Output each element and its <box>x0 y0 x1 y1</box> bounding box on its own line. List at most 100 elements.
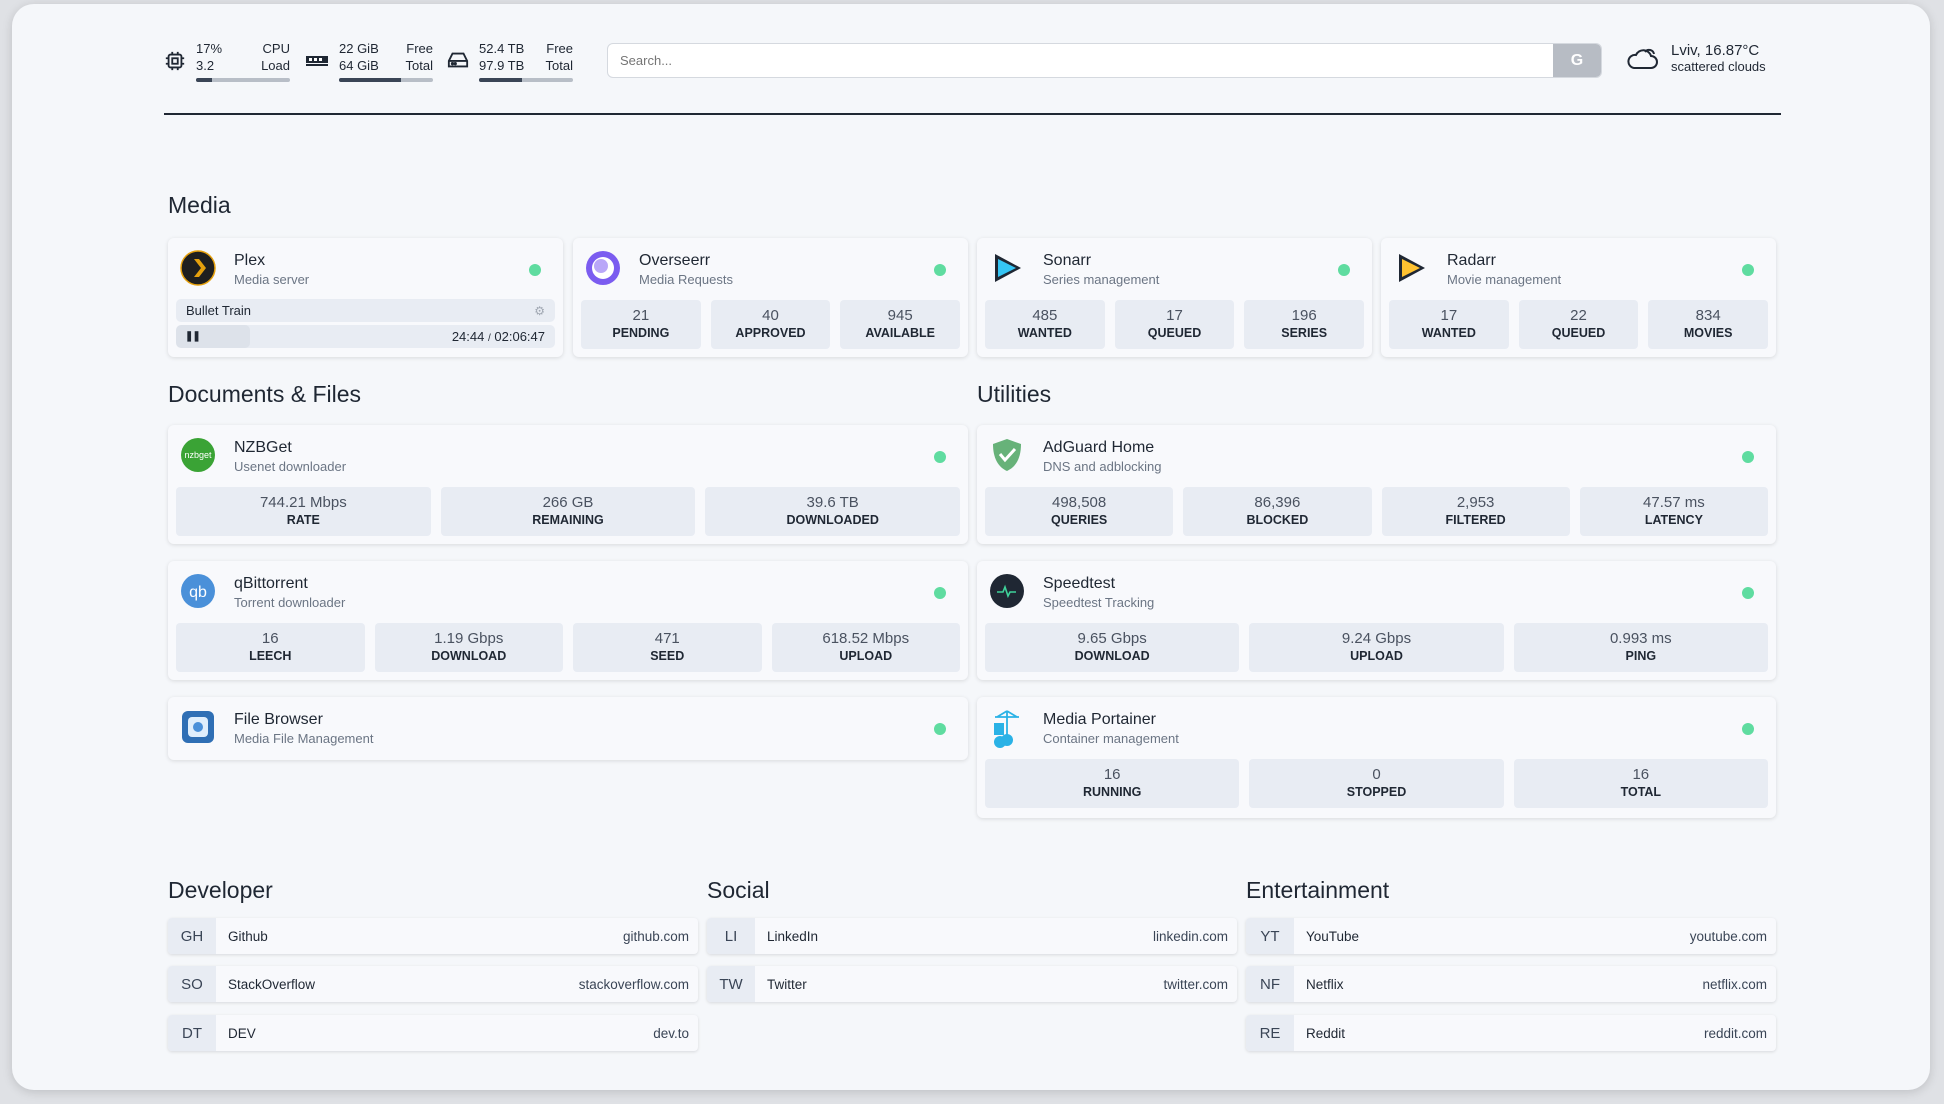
disk-bar <box>479 78 573 82</box>
stat-block: 16 RUNNING <box>985 759 1240 808</box>
now-playing-title: Bullet Train <box>186 303 252 318</box>
search-button[interactable]: G <box>1553 44 1601 77</box>
bookmark-dev[interactable]: DT DEV dev.to <box>168 1015 698 1051</box>
svg-text:nzbget: nzbget <box>184 450 212 460</box>
free-label: Free <box>546 41 573 56</box>
bookmark-name: StackOverflow <box>228 976 316 992</box>
dashboard-frame <box>12 4 1930 1090</box>
radarr-card[interactable]: Radarr Movie management 17 WANTED 22 QUEUED… <box>1381 238 1776 357</box>
playback-position: 24:44 <box>451 329 485 344</box>
nzbget-card[interactable]: nzbget NZBGet Usenet downloader 744.21 M… <box>168 425 968 544</box>
stat-value: 0.993 ms <box>1609 630 1672 647</box>
bookmark-reddit[interactable]: RE Reddit reddit.com <box>1246 1015 1776 1051</box>
bookmark-url: twitter.com <box>1163 976 1228 992</box>
cpu-icon <box>165 51 185 71</box>
bookmark-url: netflix.com <box>1702 976 1767 992</box>
sonarr-card[interactable]: Sonarr Series management 485 WANTED 17 QUEU… <box>977 238 1372 357</box>
search-box: G <box>607 43 1602 78</box>
bookmark-abbr: TW <box>707 966 755 1002</box>
bookmark-github[interactable]: GH Github github.com <box>168 918 698 954</box>
bookmark-twitter[interactable]: TW Twitter twitter.com <box>707 966 1237 1002</box>
adguard-stats: 498,508 QUERIES 86,396 BLOCKED 2,953 FILTERED… <box>985 487 1768 536</box>
disk-widget: 52.4 TB Free 97.9 TB Total <box>447 40 573 82</box>
stat-block: 17 WANTED <box>1389 300 1509 349</box>
stat-value: 47.57 ms <box>1643 494 1705 511</box>
adguard-card[interactable]: AdGuard Home DNS and adblocking 498,508 Q… <box>977 425 1776 544</box>
search-input[interactable] <box>608 53 1553 68</box>
stat-label: DOWNLOAD <box>431 649 507 663</box>
stat-label: QUEUED <box>1147 326 1202 340</box>
stat-block: 0.993 ms PING <box>1513 623 1768 672</box>
stat-block: 485 WANTED <box>985 300 1105 349</box>
stat-label: UPLOAD <box>1350 649 1403 663</box>
filebrowser-card[interactable]: File Browser Media File Management <box>168 697 968 760</box>
stat-value: 485 <box>1032 307 1058 324</box>
cpu-widget: 17% CPU 3.2 Load <box>164 40 290 82</box>
portainer-icon <box>989 709 1025 748</box>
playback-progress[interactable]: ❚❚ 24:44 / 02:06:47 <box>176 325 555 348</box>
status-indicator <box>934 723 946 735</box>
stat-block: 834 MOVIES <box>1648 300 1769 349</box>
stat-value: 16 <box>1103 766 1121 783</box>
now-playing: Bullet Train ⚙ <box>176 299 555 322</box>
stat-value: 86,396 <box>1254 494 1301 511</box>
stat-value: 9.24 Gbps <box>1341 630 1412 647</box>
stat-label: REMAINING <box>532 513 604 527</box>
stat-label: MOVIES <box>1683 326 1733 340</box>
section-social: Social <box>707 877 770 903</box>
stat-block: 2,953 FILTERED <box>1381 487 1570 536</box>
bookmark-abbr: NF <box>1246 966 1294 1002</box>
bookmark-url: reddit.com <box>1703 1025 1767 1041</box>
speedtest-card[interactable]: Speedtest Speedtest Tracking 9.65 Gbps DO… <box>977 561 1776 680</box>
pause-icon[interactable]: ❚❚ <box>185 331 201 342</box>
sonarr-stats: 485 WANTED 17 QUEUED 196 SERIES <box>985 300 1365 349</box>
stat-value: 16 <box>1632 766 1650 783</box>
stat-value: 40 <box>762 307 779 324</box>
overseerr-card[interactable]: Overseerr Media Requests 21 PENDING 40 APPR… <box>573 238 968 357</box>
bookmark-youtube[interactable]: YT YouTube youtube.com <box>1246 918 1776 954</box>
stat-block: 22 QUEUED <box>1518 300 1639 349</box>
stat-block: 47.57 ms LATENCY <box>1579 487 1768 536</box>
stat-block: 266 GB REMAINING <box>440 487 696 536</box>
portainer-card[interactable]: Media Portainer Container management 16 R… <box>977 697 1776 818</box>
stat-label: PENDING <box>612 326 670 340</box>
qbittorrent-card[interactable]: qb qBittorrent Torrent downloader 16 LEEC… <box>168 561 968 680</box>
bookmark-name: Netflix <box>1306 976 1344 992</box>
ram-bar-fill <box>339 78 402 82</box>
status-indicator <box>529 264 541 276</box>
load-label: Load <box>261 58 290 73</box>
bookmark-netflix[interactable]: NF Netflix netflix.com <box>1246 966 1776 1002</box>
stat-label: WANTED <box>1017 326 1072 340</box>
filebrowser-subtitle: Media File Management <box>234 731 374 746</box>
sonarr-icon <box>989 250 1025 286</box>
settings-icon[interactable]: ⚙ <box>534 303 545 318</box>
stat-value: 834 <box>1695 307 1721 324</box>
plex-title: Plex <box>234 252 266 269</box>
stat-value: 9.65 Gbps <box>1077 630 1147 647</box>
stat-value: 196 <box>1291 307 1317 324</box>
qbittorrent-icon: qb <box>180 573 216 609</box>
bookmark-linkedin[interactable]: LI LinkedIn linkedin.com <box>707 918 1237 954</box>
bookmark-stackoverflow[interactable]: SO StackOverflow stackoverflow.com <box>168 966 698 1002</box>
bookmark-name: Github <box>228 928 268 944</box>
status-indicator <box>1338 264 1350 276</box>
bookmark-url: dev.to <box>653 1025 689 1041</box>
bookmark-name: YouTube <box>1306 928 1360 944</box>
speedtest-title: Speedtest <box>1043 575 1116 592</box>
stat-block: 39.6 TB DOWNLOADED <box>705 487 961 536</box>
weather-location: Lviv, 16.87°C <box>1671 42 1760 59</box>
plex-card[interactable]: Plex Media server Bullet Train ⚙ ❚❚ 24:44… <box>168 238 563 357</box>
memory-icon <box>306 56 328 66</box>
stat-value: 2,953 <box>1456 494 1495 511</box>
weather-condition: scattered clouds <box>1671 59 1766 74</box>
qbittorrent-stats: 16 LEECH 1.19 Gbps DOWNLOAD 471 SEED 618.52 Mb… <box>176 623 960 672</box>
plex-icon <box>180 250 216 286</box>
stat-block: 1.19 Gbps DOWNLOAD <box>374 623 563 672</box>
status-indicator <box>934 264 946 276</box>
header-divider <box>164 113 1781 115</box>
stat-label: LEECH <box>249 649 292 663</box>
nzbget-title: NZBGet <box>234 439 292 456</box>
portainer-subtitle: Container management <box>1043 731 1179 746</box>
status-indicator <box>1742 451 1754 463</box>
bookmark-abbr: DT <box>168 1015 216 1051</box>
